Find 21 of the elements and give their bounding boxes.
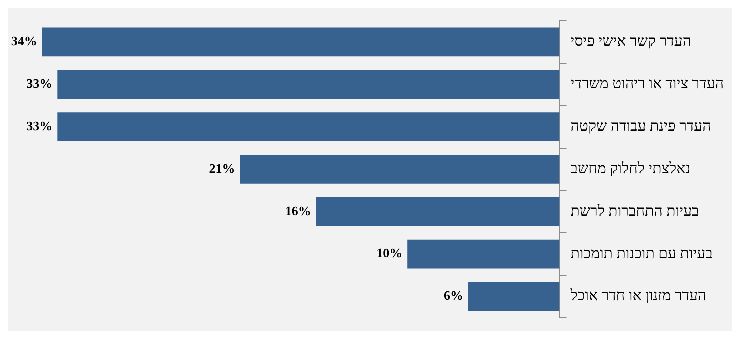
y-tick-label: העדר קשר אישי פיסי bbox=[570, 34, 692, 50]
y-tick-label: העדר פינת עבודה שקטה bbox=[570, 119, 712, 136]
bar bbox=[240, 155, 560, 184]
y-tick-label: בעיות עם תוכנות תומכות bbox=[570, 246, 713, 262]
data-label: 34% bbox=[11, 34, 38, 49]
bar bbox=[58, 70, 560, 100]
y-tick-label: בעיות התחברות לרשת bbox=[570, 202, 700, 220]
data-label: 16% bbox=[285, 203, 312, 218]
bar bbox=[316, 198, 560, 226]
y-tick-label: העדר ציוד או ריהוט משרדי bbox=[570, 76, 724, 93]
bar bbox=[408, 240, 560, 269]
bar bbox=[468, 282, 560, 312]
data-label: 33% bbox=[26, 118, 53, 134]
data-label: 21% bbox=[209, 160, 236, 176]
bar bbox=[42, 28, 560, 57]
y-tick-label: נאלצתי לחלוק מחשב bbox=[570, 160, 690, 178]
data-label: 6% bbox=[444, 288, 464, 304]
y-tick-label: העדר מזנון או חדר אוכל bbox=[570, 288, 707, 305]
data-label: 33% bbox=[26, 76, 53, 91]
bar bbox=[58, 112, 560, 142]
data-label: 10% bbox=[376, 246, 403, 261]
